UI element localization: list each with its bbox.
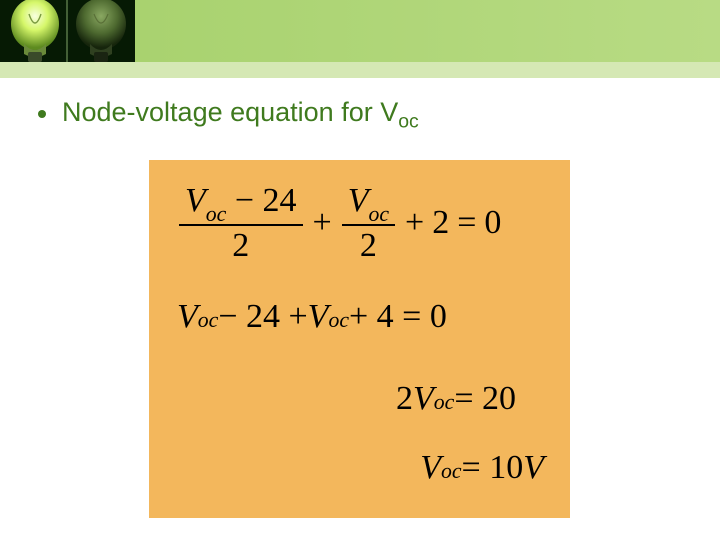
var-voc: V [420, 449, 441, 487]
op-plus: + [405, 204, 424, 242]
rhs: 0 [484, 204, 501, 242]
den-2: 2 [354, 226, 383, 265]
const: 2 [432, 204, 449, 242]
equation-panel: Voc − 24 2 + Voc 2 + 2 = 0 Voc − 24 + Vo… [149, 160, 570, 518]
header-band [0, 0, 720, 62]
var-voc: V [177, 298, 198, 336]
fraction-1: Voc − 24 2 [179, 181, 303, 266]
txt: − 24 + [218, 298, 307, 336]
slide-body: Node-voltage equation for Voc Voc − 24 2… [0, 78, 720, 540]
op-eq: = [457, 204, 476, 242]
var-voc: V [185, 182, 206, 219]
bullet-item: Node-voltage equation for Voc [38, 96, 690, 134]
num-rest: − 24 [226, 182, 296, 219]
header-sub-band [0, 62, 720, 78]
den-1: 2 [226, 226, 255, 265]
txt: = 10 [462, 449, 524, 487]
fraction-2: Voc 2 [342, 181, 395, 266]
lightbulb-dim-icon [68, 0, 136, 62]
txt: = 20 [454, 380, 516, 418]
sub-oc: oc [328, 308, 349, 333]
sub-oc: oc [198, 308, 219, 333]
equation-line-1: Voc − 24 2 + Voc 2 + 2 = 0 [177, 172, 550, 274]
op-plus: + [313, 204, 332, 242]
equation-line-3: 2Voc = 20 [177, 370, 550, 428]
sub-oc: oc [434, 390, 455, 415]
bullet-text-sub: oc [398, 110, 419, 132]
slide-header [0, 0, 720, 78]
sub-oc: oc [441, 459, 462, 484]
lightbulb-lit-icon [0, 0, 68, 62]
equation-line-2: Voc − 24 + Voc + 4 = 0 [177, 282, 550, 352]
bullet-text: Node-voltage equation for Voc [62, 96, 419, 134]
txt: + 4 = 0 [349, 298, 447, 336]
bullet-marker [38, 110, 46, 118]
var-voc: V [413, 380, 434, 418]
sub-oc: oc [206, 202, 227, 226]
equation-line-4: Voc = 10V [177, 440, 550, 496]
header-bulb-image [0, 0, 135, 62]
var-voc: V [348, 182, 369, 219]
sub-oc: oc [368, 202, 389, 226]
unit-v: V [523, 449, 544, 487]
coef: 2 [396, 380, 413, 418]
bullet-text-main: Node-voltage equation for V [62, 97, 398, 127]
var-voc: V [308, 298, 329, 336]
